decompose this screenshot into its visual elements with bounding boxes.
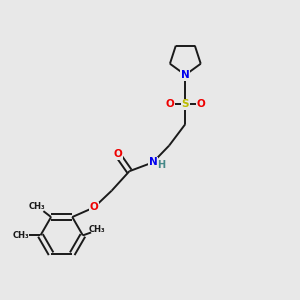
Text: CH₃: CH₃ bbox=[12, 231, 29, 240]
Text: O: O bbox=[166, 99, 174, 110]
Text: S: S bbox=[182, 99, 189, 110]
Text: N: N bbox=[148, 158, 157, 167]
Text: H: H bbox=[157, 160, 165, 170]
Text: CH₃: CH₃ bbox=[89, 225, 105, 234]
Text: O: O bbox=[196, 99, 205, 110]
Text: CH₃: CH₃ bbox=[28, 202, 45, 211]
Text: O: O bbox=[113, 149, 122, 159]
Text: N: N bbox=[181, 70, 190, 80]
Text: O: O bbox=[90, 202, 98, 212]
